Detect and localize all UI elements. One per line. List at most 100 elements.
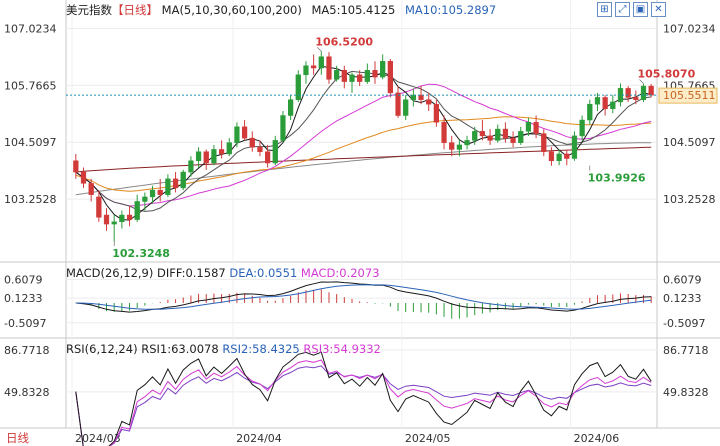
window-icon[interactable]: ▣ — [633, 2, 648, 17]
candle-body — [525, 122, 532, 132]
expand-icon[interactable]: ⤢ — [615, 2, 630, 17]
candle-body — [157, 189, 163, 195]
macd-diff-value: DIFF:0.1587 — [157, 266, 226, 280]
ma5-line — [75, 65, 652, 221]
current-price-label: 105.5511 — [663, 89, 716, 102]
footer-period-label[interactable]: 日线 — [6, 431, 29, 445]
candle-body — [380, 60, 386, 78]
rsi-tick-label-left: 86.7718 — [4, 344, 50, 357]
candle-body — [134, 201, 140, 220]
candle-body — [264, 151, 271, 164]
x-tick-label: 2024/04 — [236, 432, 282, 445]
ma60-line — [75, 116, 652, 192]
candle-body — [433, 103, 440, 123]
candle-body — [403, 99, 409, 116]
y-tick-label-right: 104.5097 — [663, 136, 716, 149]
rsi-label[interactable]: RSI(6,12,24) — [66, 342, 138, 356]
macd-tick-label-left: -0.5097 — [4, 317, 46, 330]
ma10-line — [75, 70, 652, 212]
candle-body — [80, 171, 87, 184]
candle-body — [195, 151, 202, 161]
x-tick-label: 2024/06 — [574, 432, 620, 445]
candle-body — [272, 140, 278, 164]
x-tick-label: 2024/05 — [405, 432, 451, 445]
candle-body — [633, 97, 639, 100]
candle-body — [111, 221, 117, 225]
candle-body — [594, 97, 601, 105]
candle-body — [387, 60, 393, 94]
rsi-legend: RSI(6,12,24) RSI1:63.0078 RSI2:58.4325 R… — [66, 342, 381, 356]
candle-body — [295, 74, 301, 100]
candle-body — [334, 70, 340, 80]
candle-body — [640, 85, 647, 100]
candle-body — [349, 74, 355, 82]
y-tick-label-left: 103.2528 — [4, 193, 57, 206]
candle-body — [257, 146, 263, 152]
candle-body — [311, 65, 317, 69]
candle-body — [126, 214, 133, 220]
rsi3-line — [75, 365, 652, 446]
candle-body — [495, 128, 501, 141]
ma10-value: MA10:105.2897 — [404, 3, 497, 17]
candle-body — [464, 140, 470, 146]
macd-tick-label-right: 0.1233 — [663, 292, 702, 305]
candle-body — [249, 137, 255, 148]
candle-body — [510, 137, 516, 143]
macd-label[interactable]: MACD(26,12,9) — [66, 266, 154, 280]
candle-body — [318, 56, 324, 69]
candle-body — [211, 149, 217, 164]
candle-body — [548, 151, 555, 161]
low-annotation: 103.9926 — [588, 172, 646, 185]
candle-body — [426, 99, 432, 105]
rsi2-value: RSI2:58.4325 — [222, 342, 300, 356]
macd-tick-label-right: -0.5097 — [663, 317, 705, 330]
rsi1-line — [75, 351, 652, 446]
candle-body — [188, 160, 194, 173]
candle-body — [449, 142, 455, 150]
candle-body — [73, 160, 79, 173]
close-icon[interactable]: ✕ — [651, 2, 666, 17]
candle-body — [556, 153, 562, 161]
candle-body — [456, 144, 463, 150]
candle-body — [241, 126, 248, 139]
ma-indicator-label[interactable]: MA(5,10,30,60,100,200) — [161, 3, 302, 17]
candle-body — [648, 85, 654, 96]
candle-body — [602, 97, 608, 109]
annotation-leader — [639, 79, 644, 84]
y-tick-label-right: 107.0234 — [663, 23, 716, 36]
macd-dea-line — [75, 284, 652, 310]
macd-hist-value: MACD:0.2073 — [300, 266, 380, 280]
candle-body — [341, 70, 347, 82]
candle-body — [372, 70, 378, 78]
rsi-tick-label-right: 86.7718 — [663, 344, 709, 357]
candle-body — [571, 135, 578, 159]
candle-body — [364, 70, 370, 82]
candle-body — [326, 56, 332, 80]
annotation-leader — [317, 47, 322, 52]
candle-body — [502, 128, 509, 139]
grid-icon[interactable]: ⊞ — [597, 2, 612, 17]
candle-body — [472, 131, 478, 141]
candle-body — [479, 131, 486, 137]
macd-tick-label-left: 0.1233 — [4, 292, 43, 305]
candle-body — [441, 122, 447, 143]
y-tick-label-left: 104.5097 — [4, 136, 57, 149]
ma5-value: MA5:105.4125 — [311, 3, 396, 17]
candle-body — [234, 126, 240, 143]
candle-body — [610, 101, 616, 109]
macd-dea-value: DEA:0.0551 — [229, 266, 298, 280]
ma100-line — [75, 146, 652, 173]
rsi3-value: RSI3:54.9332 — [303, 342, 381, 356]
rsi2-line — [75, 359, 652, 446]
y-tick-label-right: 103.2528 — [663, 193, 716, 206]
candle-body — [172, 178, 179, 189]
candle-body — [518, 131, 524, 143]
macd-legend: MACD(26,12,9) DIFF:0.1587 DEA:0.0551 MAC… — [66, 266, 380, 280]
instrument-title: 美元指数 — [66, 3, 112, 17]
period-tag[interactable]: 【日线】 — [112, 3, 158, 17]
candle-body — [103, 214, 110, 225]
low-annotation: 102.3248 — [112, 247, 170, 260]
candle-body — [410, 94, 416, 100]
rsi-tick-label-left: 49.8328 — [4, 386, 50, 399]
